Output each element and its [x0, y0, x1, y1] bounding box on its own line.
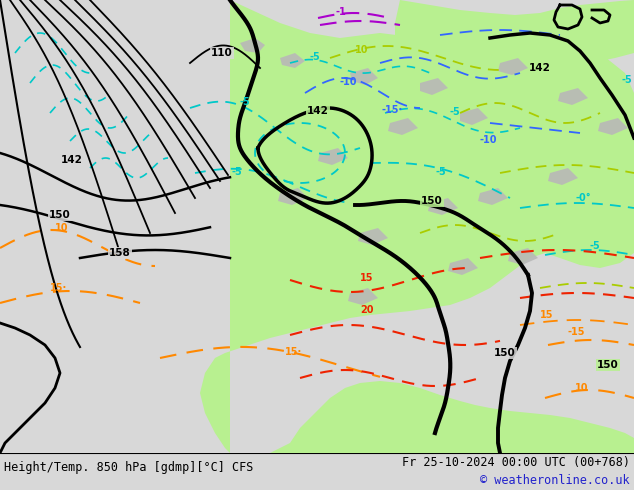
Polygon shape [348, 288, 378, 305]
Text: -5: -5 [622, 75, 633, 85]
Text: 15·: 15· [285, 347, 302, 357]
Text: 142: 142 [61, 155, 83, 165]
Text: -5: -5 [450, 107, 461, 117]
Text: © weatheronline.co.uk: © weatheronline.co.uk [481, 474, 630, 487]
Text: 150: 150 [597, 360, 619, 370]
Polygon shape [280, 53, 305, 68]
Polygon shape [420, 78, 448, 95]
Polygon shape [548, 168, 578, 185]
Text: -15: -15 [568, 327, 586, 337]
Text: 142: 142 [529, 63, 551, 73]
Text: -5: -5 [310, 52, 321, 62]
Polygon shape [478, 188, 508, 205]
Text: 110: 110 [211, 48, 233, 58]
Text: -5: -5 [435, 167, 446, 177]
Polygon shape [508, 248, 538, 265]
Polygon shape [358, 228, 388, 245]
Text: -15·: -15· [382, 105, 403, 115]
Text: -5: -5 [232, 167, 243, 177]
Polygon shape [350, 68, 378, 85]
Text: -5: -5 [590, 241, 601, 251]
Text: 10: 10 [55, 223, 68, 233]
Text: -0°: -0° [575, 193, 591, 203]
Text: Height/Temp. 850 hPa [gdmp][°C] CFS: Height/Temp. 850 hPa [gdmp][°C] CFS [4, 461, 254, 473]
Text: -10: -10 [340, 77, 358, 87]
Text: 150: 150 [421, 196, 443, 206]
Polygon shape [318, 148, 348, 165]
Text: 150: 150 [494, 348, 516, 358]
Text: 15: 15 [360, 273, 373, 283]
Polygon shape [278, 188, 308, 205]
Text: 150: 150 [49, 210, 71, 220]
Text: 10: 10 [575, 383, 588, 393]
Polygon shape [448, 258, 478, 275]
Text: 10: 10 [355, 45, 368, 55]
Polygon shape [200, 0, 634, 453]
Text: 15·: 15· [50, 283, 67, 293]
Text: -10: -10 [480, 135, 498, 145]
Polygon shape [395, 0, 634, 68]
Text: -5: -5 [240, 97, 251, 107]
Polygon shape [558, 88, 588, 105]
Polygon shape [598, 118, 628, 135]
Text: 142: 142 [307, 106, 329, 116]
Text: -1: -1 [335, 7, 346, 17]
Text: 158: 158 [109, 248, 131, 258]
Polygon shape [498, 58, 528, 75]
Text: 20: 20 [360, 305, 373, 315]
Text: Fr 25-10-2024 00:00 UTC (00+768): Fr 25-10-2024 00:00 UTC (00+768) [402, 456, 630, 469]
Polygon shape [240, 38, 265, 53]
Text: 15: 15 [540, 310, 553, 320]
Polygon shape [460, 108, 488, 125]
Polygon shape [428, 198, 458, 215]
Polygon shape [388, 118, 418, 135]
